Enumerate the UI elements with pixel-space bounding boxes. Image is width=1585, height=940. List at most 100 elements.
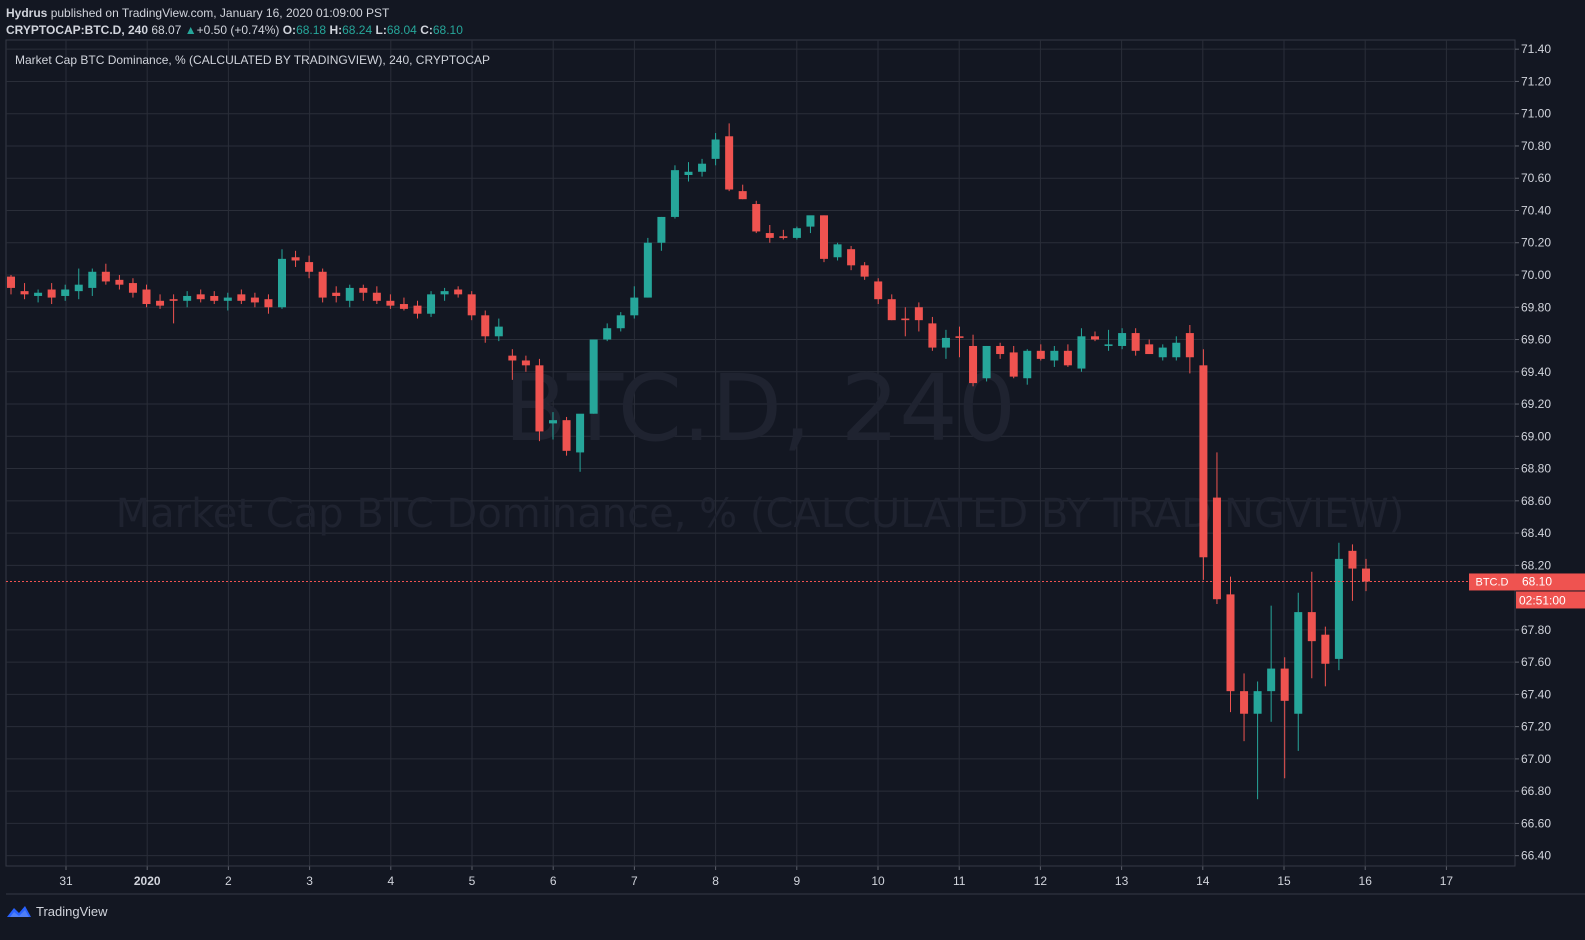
candle-body <box>1036 350 1045 359</box>
y-tick-label: 68.80 <box>1521 462 1551 476</box>
candle-up <box>88 268 97 296</box>
candle-up <box>1294 592 1303 751</box>
candle-body <box>969 345 978 384</box>
candle-down <box>1145 339 1154 355</box>
candle-down <box>508 349 517 380</box>
candle-body <box>549 420 557 424</box>
candle-body <box>318 271 327 298</box>
y-tick-label: 69.80 <box>1521 300 1551 314</box>
time-axis[interactable]: 31 2020 2 3 4 5 6 7 8 9 10 11 12 13 14 15 16 17 <box>6 865 1585 895</box>
candle-body <box>1362 568 1370 582</box>
x-tick-label: 10 <box>871 874 885 888</box>
y-tick-label: 71.40 <box>1521 42 1551 56</box>
candle-up <box>1158 344 1167 361</box>
candles <box>7 123 1370 800</box>
candle-body <box>1240 691 1249 714</box>
candle-up <box>684 162 693 182</box>
candle-down <box>887 294 896 321</box>
candle-down <box>386 294 395 309</box>
x-tick-label: 8 <box>712 874 719 888</box>
candle-body <box>196 294 205 300</box>
candle-down <box>156 294 165 309</box>
footer-brand[interactable]: TradingView <box>6 903 108 919</box>
candle-down <box>765 224 774 243</box>
candle-body <box>616 315 625 329</box>
candle-body <box>305 262 314 272</box>
candle-up <box>1050 345 1059 367</box>
price-tag-symbol: BTC.D <box>1476 576 1509 588</box>
candle-body <box>670 170 679 217</box>
candle-down <box>1063 344 1072 367</box>
y-tick-label: 70.20 <box>1521 236 1551 250</box>
candle-up <box>427 291 436 317</box>
candle-up <box>1334 542 1343 671</box>
countdown-timer: 02:51:00 <box>1519 593 1566 607</box>
candle-body <box>603 328 612 340</box>
candle-body <box>183 295 192 301</box>
candle-body <box>1334 558 1343 659</box>
candle-body <box>1091 336 1099 340</box>
candle-body <box>210 295 219 301</box>
candle-up <box>643 237 652 298</box>
symbol-label: CRYPTOCAP:BTC.D, 240 <box>6 23 149 37</box>
candle-up <box>278 249 286 309</box>
candle-down <box>738 184 747 200</box>
candle-up <box>1104 329 1113 351</box>
candle-down <box>779 229 788 240</box>
candle-down <box>372 286 381 305</box>
candle-down <box>1348 544 1357 601</box>
candle-body <box>399 304 408 309</box>
candle-body <box>996 345 1005 355</box>
candle-body <box>278 258 286 308</box>
watermark-description: Market Cap BTC Dominance, % (CALCULATED … <box>116 491 1405 537</box>
candle-up <box>1267 605 1276 722</box>
candle-body <box>250 297 259 303</box>
last-price: 68.07 <box>151 23 182 37</box>
change-up-icon: ▲ <box>184 23 197 37</box>
x-tick-label: 3 <box>306 874 313 888</box>
candle-body <box>752 204 761 232</box>
candle-body <box>860 265 869 277</box>
candle-body <box>711 139 720 159</box>
candle-body <box>535 365 544 432</box>
candle-body <box>1104 344 1113 346</box>
candle-body <box>101 271 110 282</box>
candle-body <box>61 289 70 296</box>
candle-body <box>1294 612 1303 714</box>
x-tick-label: 4 <box>387 874 394 888</box>
candle-body <box>1009 352 1018 377</box>
candle-body <box>440 291 449 295</box>
candle-body <box>725 136 734 190</box>
candle-body <box>955 336 964 338</box>
candle-up <box>982 345 991 382</box>
x-tick-label: 13 <box>1115 874 1129 888</box>
y-tick-label: 70.40 <box>1521 203 1551 217</box>
candle-body <box>454 289 463 295</box>
candle-body <box>576 413 585 453</box>
x-tick-label: 11 <box>953 874 966 888</box>
candle-body <box>494 326 503 337</box>
y-tick-label: 68.20 <box>1521 558 1551 572</box>
low-value: 68.04 <box>386 23 417 37</box>
candle-down <box>535 358 544 442</box>
candle-body <box>806 215 815 227</box>
candle-body <box>779 236 788 238</box>
candle-body <box>386 300 395 306</box>
candle-down <box>196 289 205 303</box>
candle-down <box>1091 331 1099 342</box>
author-name[interactable]: Hydrus <box>6 6 48 20</box>
candle-up <box>603 323 612 342</box>
price-axis[interactable]: 71.40 71.20 71.00 70.80 70.60 70.40 70.20 70.00… <box>1515 42 1551 863</box>
candle-down <box>305 255 314 279</box>
candle-down <box>820 215 828 263</box>
open-value: 68.18 <box>296 23 327 37</box>
x-tick-label: 14 <box>1196 874 1210 888</box>
candle-up <box>34 289 43 303</box>
y-tick-label: 68.60 <box>1521 494 1551 508</box>
price-tag-value: 68.10 <box>1522 574 1552 588</box>
candle-down <box>928 316 937 351</box>
candle-up <box>1172 336 1181 361</box>
candle-body <box>291 257 300 261</box>
x-tick-label: 9 <box>793 874 800 888</box>
